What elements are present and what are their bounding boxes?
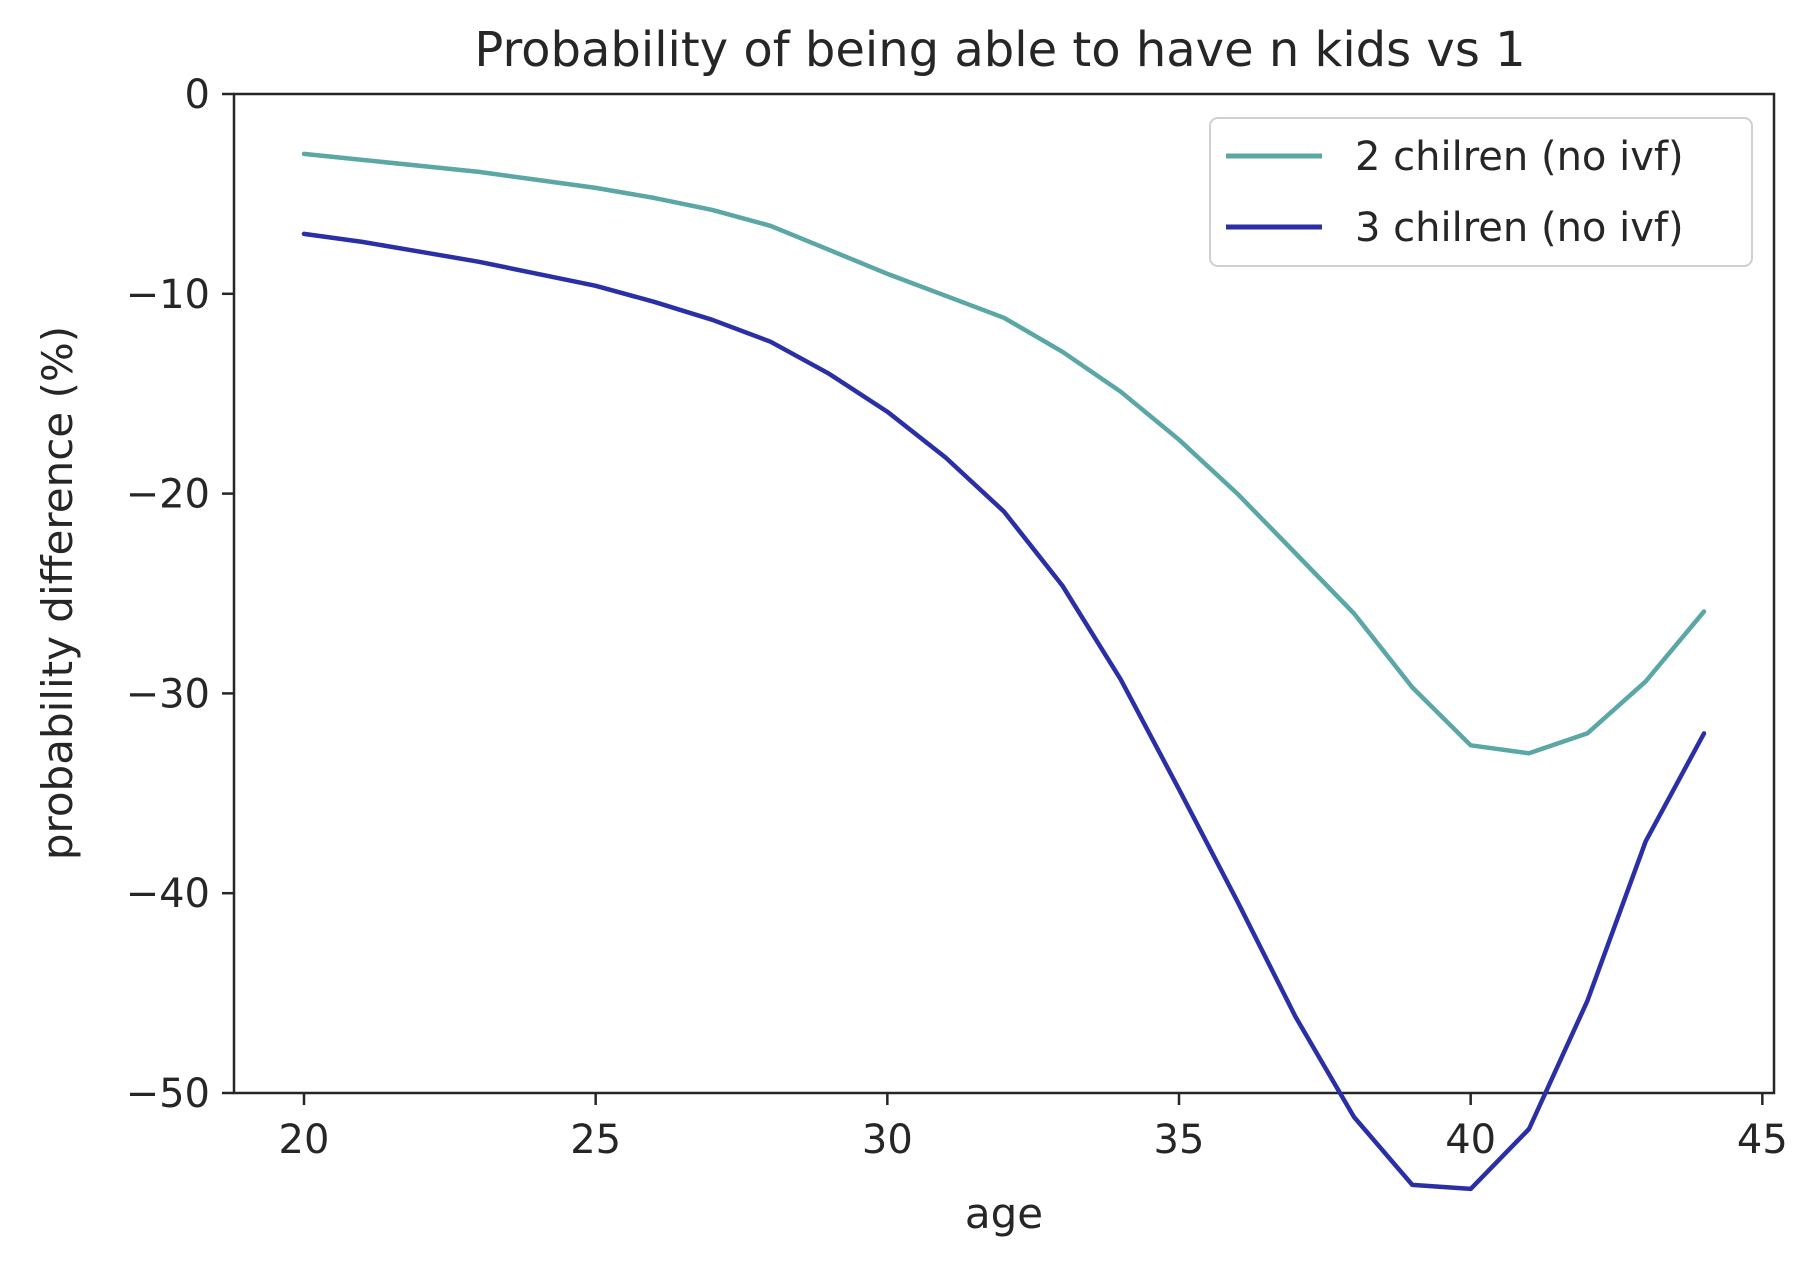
x-tick-label: 30 [862,1117,913,1163]
y-axis-label: probability difference (%) [33,326,82,860]
legend: 2 chilren (no ivf) 3 chilren (no ivf) [1209,117,1753,267]
x-tick-label: 20 [279,1117,330,1163]
x-tick-label: 35 [1154,1117,1205,1163]
y-axis: 0 −10 −20 −30 −40 −50 [126,72,234,1117]
y-tick-label: −50 [126,1071,210,1117]
x-tick-label: 40 [1445,1117,1496,1163]
y-tick-label: −20 [126,472,210,518]
x-axis: 20 25 30 35 40 45 [279,1093,1788,1163]
y-tick-label: −30 [126,671,210,717]
chart-title: Probability of being able to have n kids… [474,22,1525,78]
series-lines [301,151,1707,1192]
y-tick-label: −10 [126,272,210,318]
legend-label-2-children: 2 chilren (no ivf) [1355,134,1684,180]
y-tick-label: −40 [126,871,210,917]
series-line-2-children [301,151,1707,756]
x-axis-label: age [965,1189,1043,1238]
x-tick-label: 25 [570,1117,621,1163]
y-tick-label: 0 [185,72,210,118]
x-tick-label: 45 [1737,1117,1788,1163]
legend-label-3-children: 3 chilren (no ivf) [1355,205,1684,251]
legend-box [1209,117,1753,267]
series-line-3-children [301,231,1707,1192]
